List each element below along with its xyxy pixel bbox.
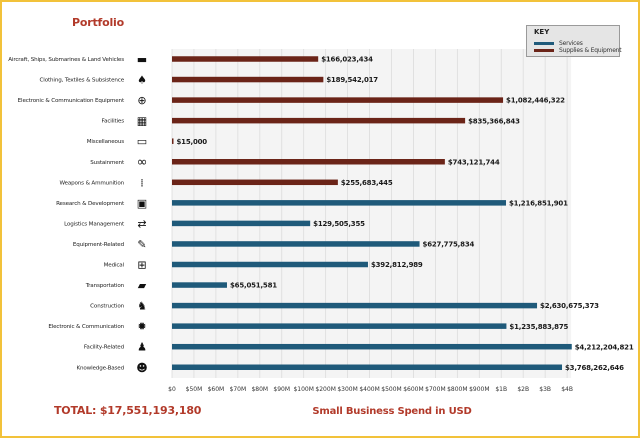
data-label: $2,630,675,373 — [540, 302, 599, 310]
research-icon: ▣ — [137, 197, 147, 210]
category-label: Facility-Related — [84, 345, 125, 351]
bar — [172, 200, 507, 206]
bar — [172, 220, 311, 227]
data-label: $4,212,204,821 — [575, 343, 634, 351]
x-tick-label: $2B — [517, 386, 529, 393]
gear-icon: ✹ — [137, 320, 146, 333]
x-tick-label: $1B — [495, 386, 507, 393]
bar — [172, 159, 445, 165]
legend-item-supplies: Supplies & Equipment — [534, 46, 622, 54]
data-label: $189,542,017 — [326, 76, 378, 84]
x-tick-label: $400M — [359, 386, 379, 393]
category-label: Transportation — [85, 283, 125, 289]
x-tick-label: $3B — [539, 386, 551, 393]
data-label: $65,051,581 — [230, 282, 277, 290]
category-label: Logistics Management — [64, 221, 125, 227]
legend-swatch-services — [534, 41, 554, 45]
legend-swatch-supplies — [534, 48, 554, 52]
x-tick-label: $90M — [273, 386, 290, 393]
bar — [172, 56, 319, 62]
x-tick-label: $60M — [208, 386, 225, 393]
data-label: $835,366,843 — [468, 117, 520, 125]
infinity-icon: ∞ — [137, 155, 148, 170]
x-tick-label: $200M — [315, 386, 335, 393]
data-label: $1,216,851,901 — [509, 199, 568, 207]
data-label: $255,683,445 — [341, 179, 393, 187]
portfolio-title: Portfolio — [72, 16, 124, 29]
briefcase-icon: ▭ — [137, 135, 147, 148]
data-label: $743,121,744 — [448, 158, 500, 166]
bar — [172, 261, 368, 268]
total-spend: TOTAL: $17,551,193,180 — [54, 404, 202, 417]
legend: KEY Services Supplies & Equipment — [526, 25, 622, 57]
category-label: Facilities — [102, 119, 125, 125]
plot-area — [172, 49, 572, 378]
category-label: Equipment-Related — [73, 242, 125, 248]
x-tick-label: $800M — [447, 386, 467, 393]
data-label: $15,000 — [177, 138, 208, 146]
jacket-icon: ♠ — [137, 74, 147, 87]
legend-item-services: Services — [534, 39, 583, 47]
x-tick-label: $900M — [469, 386, 489, 393]
category-label: Medical — [104, 263, 125, 269]
bar — [172, 241, 420, 247]
x-tick-label: $50M — [186, 386, 203, 393]
x-tick-label: $700M — [425, 386, 445, 393]
data-label: $627,775,834 — [423, 241, 475, 249]
wrench-icon: ✎ — [137, 238, 146, 251]
x-axis-label: Small Business Spend in USD — [312, 406, 472, 417]
category-label: Miscellaneous — [87, 139, 125, 145]
bar — [172, 343, 572, 350]
antenna-icon: ⊕ — [137, 94, 146, 107]
data-label: $166,023,434 — [321, 56, 373, 64]
x-tick-label: $100M — [293, 386, 313, 393]
bar — [172, 117, 466, 124]
bar — [172, 323, 507, 329]
category-label: Aircraft, Ships, Submarines & Land Vehic… — [8, 57, 124, 63]
bar — [172, 364, 563, 370]
category-label: Construction — [90, 304, 124, 310]
x-tick-label: $4B — [561, 386, 573, 393]
bar — [172, 282, 227, 288]
category-label: Clothing, Textiles & Subsistence — [40, 78, 125, 84]
data-label: $1,235,883,875 — [509, 323, 568, 331]
x-tick-label: $70M — [230, 386, 247, 393]
x-tick-label: $80M — [251, 386, 268, 393]
category-label: Knowledge-Based — [77, 365, 125, 371]
category-label: Weapons & Ammunition — [59, 180, 124, 186]
x-tick-label: $600M — [403, 386, 423, 393]
medical-kit-icon: ⊞ — [137, 259, 146, 272]
category-label: Research & Development — [56, 201, 125, 207]
bar — [172, 302, 538, 309]
arrows-icon: ⇄ — [137, 217, 146, 230]
category-label: Electronic & Communication Equipment — [18, 98, 125, 104]
data-label: $1,082,446,322 — [506, 97, 565, 105]
data-label: $3,768,262,646 — [565, 364, 624, 372]
data-label: $392,812,989 — [371, 261, 423, 269]
x-tick-label: $300M — [337, 386, 357, 393]
building-icon: ▦ — [137, 115, 147, 128]
x-tick-label: $0 — [168, 386, 176, 393]
bar — [172, 76, 324, 83]
bar — [172, 138, 174, 144]
data-label: $129,505,355 — [313, 220, 365, 228]
head-gears-icon: ☻ — [136, 361, 147, 374]
tank-icon: ▬ — [137, 53, 147, 66]
category-label: Electronic & Communication — [48, 324, 124, 330]
x-tick-label: $500M — [381, 386, 401, 393]
bar — [172, 97, 504, 103]
category-label: Sustainment — [90, 160, 125, 166]
truck-icon: ▰ — [138, 279, 147, 292]
legend-title: KEY — [534, 28, 550, 36]
legend-label-supplies: Supplies & Equipment — [559, 46, 622, 54]
legend-label-services: Services — [559, 39, 583, 47]
worker-icon: ♟ — [137, 341, 147, 354]
bar — [172, 179, 338, 186]
construction-worker-icon: ♞ — [137, 300, 147, 313]
ammunition-icon: ⁞ — [140, 176, 144, 189]
